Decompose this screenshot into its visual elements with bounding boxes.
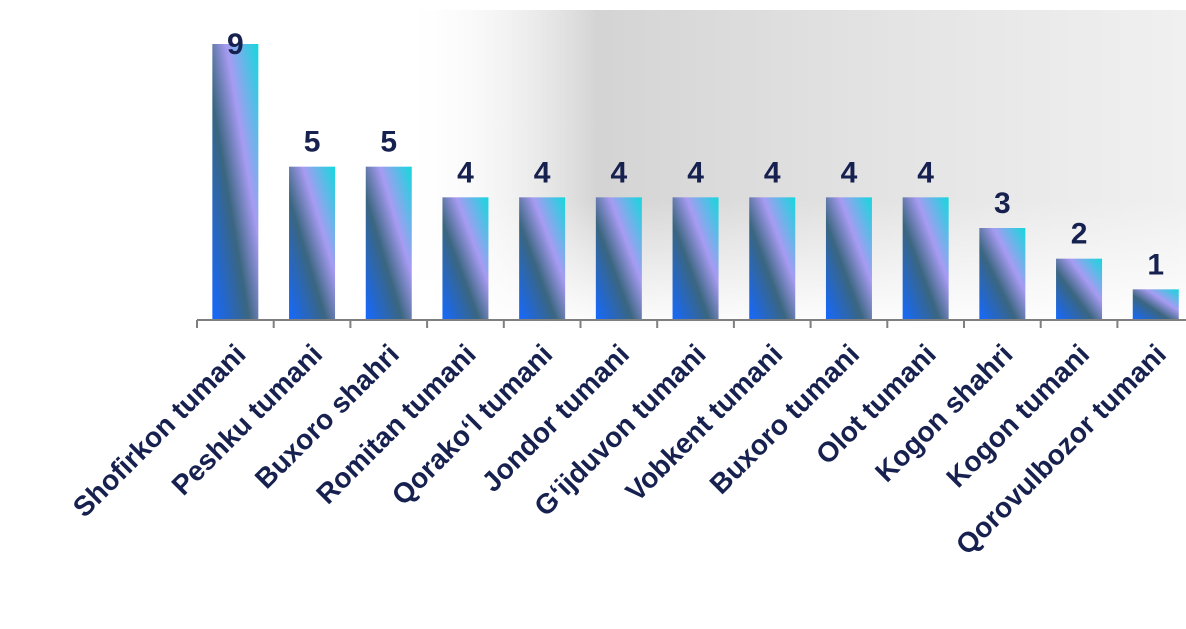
value-label: 4 [457,156,474,189]
bar [212,44,259,320]
value-label: 4 [917,156,934,189]
bar [289,166,336,320]
value-label: 5 [304,126,321,159]
value-label: 3 [994,187,1011,220]
bar [825,197,872,320]
bar [749,197,796,320]
bar [442,197,489,320]
value-label: 4 [534,156,551,189]
value-label: 2 [1071,218,1088,251]
value-label: 4 [687,156,704,189]
value-label: 5 [380,126,397,159]
value-label: 4 [841,156,858,189]
value-label: 4 [611,156,628,189]
x-axis [196,319,1186,328]
category-label: Kogon shahri [869,338,1019,488]
value-label: 9 [227,28,244,61]
bar [595,197,642,320]
value-label: 1 [1147,248,1164,281]
value-label: 4 [764,156,781,189]
bar [672,197,719,320]
bars [212,44,1179,320]
bar [902,197,949,320]
value-labels: 9 5 5 4 4 4 4 4 4 4 3 2 1 [227,28,1164,281]
bar [519,197,566,320]
bar [979,228,1026,320]
bar [365,166,412,320]
bar [1056,258,1103,320]
bar [1132,289,1179,320]
